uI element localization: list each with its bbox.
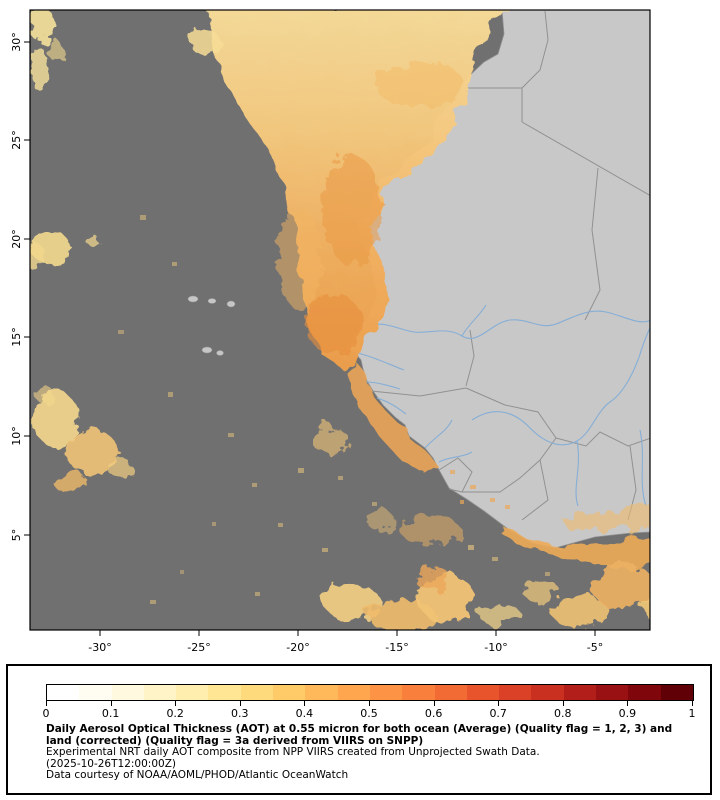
aerosol-speckles	[118, 215, 550, 604]
y-tick-label: 15°	[10, 327, 23, 347]
colorbar-tick	[369, 701, 370, 706]
caption-title: Daily Aerosol Optical Thickness (AOT) at…	[46, 723, 673, 747]
cape-verde-islands	[187, 295, 236, 356]
caption-line-composite: Experimental NRT daily AOT composite fro…	[46, 746, 540, 758]
colorbar-tick-label: 0.4	[295, 707, 314, 720]
colorbar	[46, 684, 694, 701]
x-tick-label: -30°	[88, 641, 111, 654]
x-axis	[99, 630, 596, 636]
colorbar-tick	[433, 701, 435, 706]
colorbar-scale: 0 0.1 0.2 0.3 0.4 0.5 0.6 0.7 0.8 0.9 1	[42, 684, 696, 726]
rivers	[352, 304, 650, 507]
legend-panel: 0 0.1 0.2 0.3 0.4 0.5 0.6 0.7 0.8 0.9 1 …	[6, 664, 712, 795]
colorbar-tick	[304, 701, 306, 706]
y-tick-label: 5°	[10, 529, 23, 542]
y-axis-labels: 30° 25° 20° 15° 10° 5°	[10, 32, 23, 541]
colorbar-tick-label: 0.5	[360, 707, 378, 720]
colorbar-tick-label: 0.3	[231, 707, 249, 720]
x-tick-label: -25°	[187, 641, 210, 654]
colorbar-tick-label: 0.2	[166, 707, 184, 720]
x-axis-labels: -30° -25° -20° -15° -10° -5°	[88, 641, 603, 654]
colorbar-tick-label: 0.1	[101, 707, 120, 720]
y-tick-label: 20°	[10, 229, 23, 249]
caption: Daily Aerosol Optical Thickness (AOT) at…	[46, 723, 698, 782]
caption-timestamp: (2025-10-26T12:00:00Z)	[46, 757, 176, 770]
colorbar-tick	[239, 701, 241, 706]
colorbar-tick-label: 0.9	[618, 707, 637, 720]
x-tick-label: -5°	[587, 641, 603, 654]
x-tick-label: -10°	[484, 641, 507, 654]
x-tick-label: -20°	[286, 641, 309, 654]
map-frame	[29, 9, 651, 631]
aerosol-plume	[30, 10, 650, 630]
colorbar-tick-label: 0	[42, 707, 50, 720]
caption-courtesy: Data courtesy of NOAA/AOML/PHOD/Atlantic…	[46, 769, 349, 781]
colorbar-tick	[562, 701, 564, 706]
colorbar-tick-label: 0.8	[554, 707, 572, 720]
y-tick-label: 30°	[10, 32, 23, 52]
colorbar-tick	[692, 701, 693, 706]
y-axis	[24, 41, 30, 536]
colorbar-tick	[498, 701, 500, 706]
aot-map: 30° 25° 20° 15° 10° 5° -30° -25° -20° -1…	[10, 9, 651, 654]
y-tick-label: 25°	[10, 130, 23, 150]
colorbar-tick-label: 0.6	[424, 707, 443, 720]
colorbar-tick-label: 0.7	[489, 707, 507, 720]
x-tick-label: -15°	[385, 641, 408, 654]
colorbar-tick	[110, 701, 112, 706]
colorbar-tick	[627, 701, 629, 706]
colorbar-tick	[175, 701, 177, 706]
colorbar-tick	[46, 701, 47, 706]
colorbar-tick-label: 1	[688, 707, 696, 720]
y-tick-label: 10°	[10, 426, 23, 446]
